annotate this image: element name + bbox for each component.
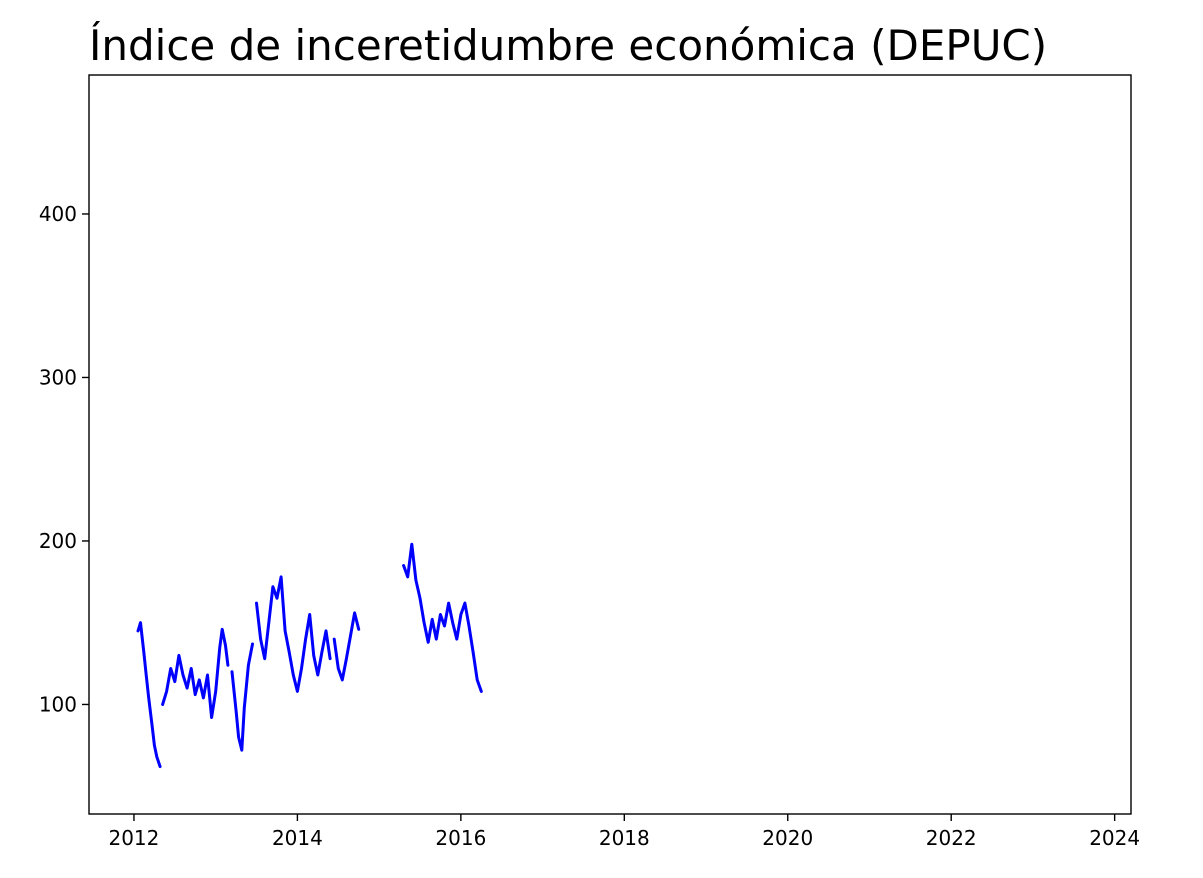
y-axis: 100 200 300 400 — [39, 202, 89, 716]
series-line-0-segment-5 — [402, 542, 483, 693]
y-tick-label-1: 200 — [39, 529, 77, 553]
y-tick-label-3: 400 — [39, 202, 77, 226]
series-line-0-segment-1 — [161, 627, 230, 719]
x-axis: 2012 2014 2016 2018 2020 2022 2024 — [108, 814, 1140, 850]
x-tick-label-5: 2022 — [926, 826, 977, 850]
series-line-0-segment-0 — [136, 621, 162, 769]
series-line-0-segment-4 — [332, 611, 361, 682]
chart-title: Índice de inceretidumbre económica (DEPU… — [89, 20, 1047, 70]
x-tick-label-1: 2014 — [272, 826, 323, 850]
y-tick-label-2: 300 — [39, 365, 77, 389]
series-layer — [136, 542, 483, 769]
x-tick-label-2: 2016 — [435, 826, 486, 850]
y-tick-label-0: 100 — [39, 692, 77, 716]
x-tick-label-6: 2024 — [1089, 826, 1140, 850]
plot-frame — [88, 74, 1132, 815]
x-tick-label-4: 2020 — [762, 826, 813, 850]
series-line-0-segment-2 — [230, 642, 254, 752]
series-line-0-segment-3 — [255, 575, 332, 693]
x-tick-label-3: 2018 — [599, 826, 650, 850]
x-tick-label-0: 2012 — [108, 826, 159, 850]
